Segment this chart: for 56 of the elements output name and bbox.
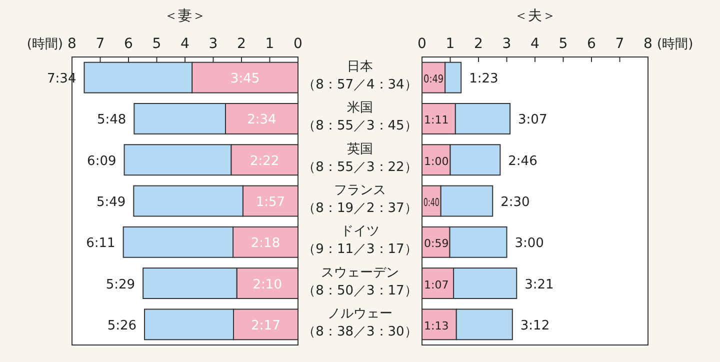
x-tick-label: 5 [152, 36, 162, 52]
total-label: 5:26 [107, 318, 137, 334]
x-tick-label: 8 [644, 36, 652, 52]
data-label: 1:11 [424, 114, 449, 127]
x-tick-label: 4 [180, 36, 190, 52]
y-tick-label: 英国（8：55／3：22） [302, 142, 418, 175]
data-label: 2:22 [250, 154, 280, 169]
total-label: 6:11 [86, 236, 116, 252]
x-tick-label: 2 [237, 36, 246, 52]
data-label: 0:49 [424, 72, 448, 86]
data-label: 3:45 [230, 72, 260, 87]
y-tick-label: スウェーデン（8：50／3：17） [302, 265, 418, 298]
x-tick-label: 1 [265, 36, 274, 52]
x-axis-title: (時間) [26, 37, 63, 52]
y-tick-label: ドイツ（9：11／3：17） [302, 224, 418, 258]
x-tick-label: 0 [294, 36, 302, 52]
x-tick-label: 1 [446, 36, 455, 52]
chart-title: ＜妻＞ [164, 8, 206, 24]
data-label: 2:34 [247, 112, 276, 128]
x-tick-label: 5 [558, 36, 568, 52]
data-label: 2:10 [252, 277, 282, 292]
data-label: 2:18 [250, 236, 280, 252]
total-label: 3:07 [518, 112, 548, 128]
data-label: 1:00 [424, 154, 449, 168]
total-label: 2:46 [508, 154, 538, 169]
x-tick-label: 3 [502, 36, 512, 52]
total-label: 2:30 [500, 195, 530, 210]
data-label: 1:57 [256, 195, 286, 210]
y-tick-label: 米国（8：55／3：45） [302, 100, 418, 134]
total-label: 6:09 [87, 154, 116, 169]
total-label: 3:00 [514, 236, 544, 252]
data-label: 0:59 [424, 237, 449, 250]
chart-title: ＜夫＞ [514, 8, 556, 24]
x-tick-label: 7 [615, 36, 624, 52]
x-tick-label: 3 [208, 36, 218, 52]
x-tick-label: 6 [587, 36, 596, 52]
data-label: 2:17 [251, 318, 280, 334]
total-label: 5:29 [106, 277, 136, 292]
total-label: 1:23 [469, 72, 498, 87]
x-tick-label: 2 [474, 36, 483, 52]
x-tick-label: 0 [418, 36, 426, 52]
data-label: 1:07 [424, 278, 449, 292]
total-label: 5:48 [96, 112, 126, 128]
x-tick-label: 8 [68, 36, 76, 52]
total-label: 5:49 [96, 195, 126, 210]
x-tick-label: 4 [530, 36, 540, 52]
data-label: 0:40 [424, 196, 448, 209]
y-tick-label: フランス（8：19／2：37） [302, 183, 418, 216]
data-label: 1:13 [424, 319, 449, 332]
total-label: 3:12 [520, 318, 550, 334]
x-tick-label: 6 [124, 36, 134, 52]
y-tick-label: ノルウェー（8：38／3：30） [302, 306, 418, 340]
y-tick-label: 日本（8：57／4：34） [302, 60, 418, 93]
total-label: 3:21 [524, 277, 554, 292]
x-axis-title: (時間) [657, 37, 694, 52]
x-tick-label: 7 [96, 36, 105, 52]
